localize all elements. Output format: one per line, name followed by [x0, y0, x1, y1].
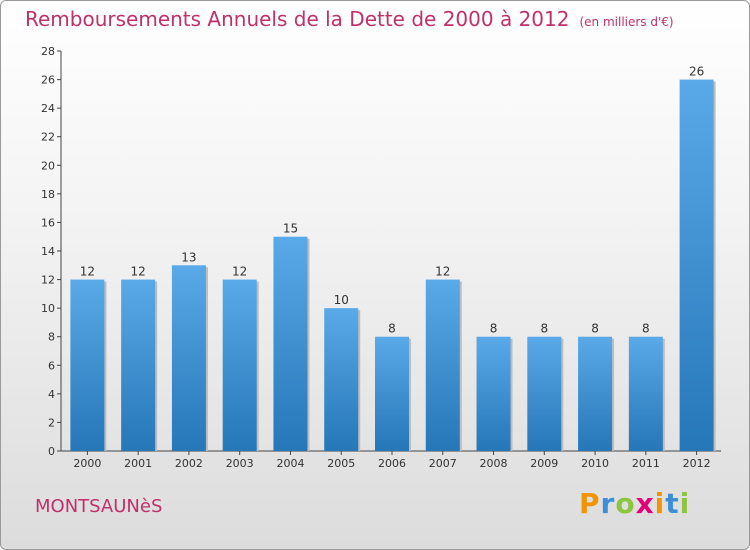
- x-tick-label-2004: 2004: [276, 457, 304, 470]
- x-tick-label-2008: 2008: [480, 457, 508, 470]
- proxiti-logo: Proxiti: [579, 487, 690, 520]
- data-label-2004: 15: [283, 222, 298, 236]
- data-label-2007: 12: [435, 265, 450, 279]
- data-label-2005: 10: [334, 293, 349, 307]
- y-tick-label: 2: [48, 416, 55, 429]
- bar-2009: [527, 336, 562, 451]
- y-tick-label: 18: [41, 188, 55, 201]
- y-tick-label: 14: [41, 245, 55, 258]
- logo-letter: i: [654, 487, 666, 520]
- x-tick-label-2005: 2005: [327, 457, 355, 470]
- bar-2012: [679, 79, 714, 452]
- data-label-2011: 8: [642, 322, 650, 336]
- y-tick-label: 0: [48, 445, 55, 458]
- bar-2007: [425, 279, 460, 451]
- commune-name: MONTSAUNèS: [35, 496, 163, 517]
- bar-2008: [476, 336, 511, 451]
- data-label-2006: 8: [388, 322, 396, 336]
- bar-2003: [222, 279, 257, 451]
- chart-bars: [70, 79, 716, 452]
- y-tick-label: 20: [41, 159, 55, 172]
- bar-2004: [273, 236, 308, 451]
- bar-2010: [578, 336, 613, 451]
- data-label-2001: 12: [131, 265, 146, 279]
- logo-letter: P: [579, 487, 601, 520]
- data-label-2012: 26: [689, 65, 704, 79]
- data-label-2003: 12: [232, 265, 247, 279]
- data-label-2002: 13: [181, 250, 196, 264]
- y-tick-label: 28: [41, 45, 55, 58]
- bar-2000: [70, 279, 105, 451]
- bar-2005: [324, 308, 359, 451]
- bar-2001: [121, 279, 156, 451]
- x-tick-label-2002: 2002: [175, 457, 203, 470]
- data-label-2010: 8: [591, 322, 599, 336]
- data-label-2009: 8: [540, 322, 548, 336]
- x-tick-label-2009: 2009: [530, 457, 558, 470]
- x-tick-label-2003: 2003: [226, 457, 254, 470]
- y-tick-label: 26: [41, 74, 55, 87]
- logo-letter: r: [600, 487, 616, 520]
- y-tick-label: 6: [48, 359, 55, 372]
- x-tick-label-2010: 2010: [581, 457, 609, 470]
- chart-unit: (en milliers d'€): [579, 15, 674, 29]
- data-label-2008: 8: [490, 322, 498, 336]
- logo-letter: i: [679, 487, 691, 520]
- bar-2011: [628, 336, 663, 451]
- y-tick-label: 4: [48, 388, 55, 401]
- logo-letter: t: [665, 487, 680, 520]
- bar-2002: [171, 265, 206, 451]
- x-tick-label-2000: 2000: [73, 457, 101, 470]
- logo-letter: o: [615, 487, 636, 520]
- bar-2006: [375, 336, 409, 451]
- x-tick-label-2011: 2011: [632, 457, 660, 470]
- chart-title: Remboursements Annuels de la Dette de 20…: [25, 7, 674, 31]
- x-tick-label-2007: 2007: [429, 457, 457, 470]
- logo-letter: x: [635, 487, 655, 520]
- data-label-2000: 12: [80, 265, 95, 279]
- y-tick-label: 10: [41, 302, 55, 315]
- y-tick-label: 22: [41, 131, 55, 144]
- y-tick-label: 12: [41, 274, 55, 287]
- y-tick-label: 24: [41, 102, 55, 115]
- x-tick-label-2001: 2001: [124, 457, 152, 470]
- chart-title-text: Remboursements Annuels de la Dette de 20…: [25, 7, 570, 31]
- x-tick-label-2012: 2012: [683, 457, 711, 470]
- x-tick-label-2006: 2006: [378, 457, 406, 470]
- y-tick-label: 8: [48, 331, 55, 344]
- y-tick-label: 16: [41, 216, 55, 229]
- chart-data-labels: 12 12 13 12 15 10 8 12 8 8 8 8 26: [80, 65, 705, 336]
